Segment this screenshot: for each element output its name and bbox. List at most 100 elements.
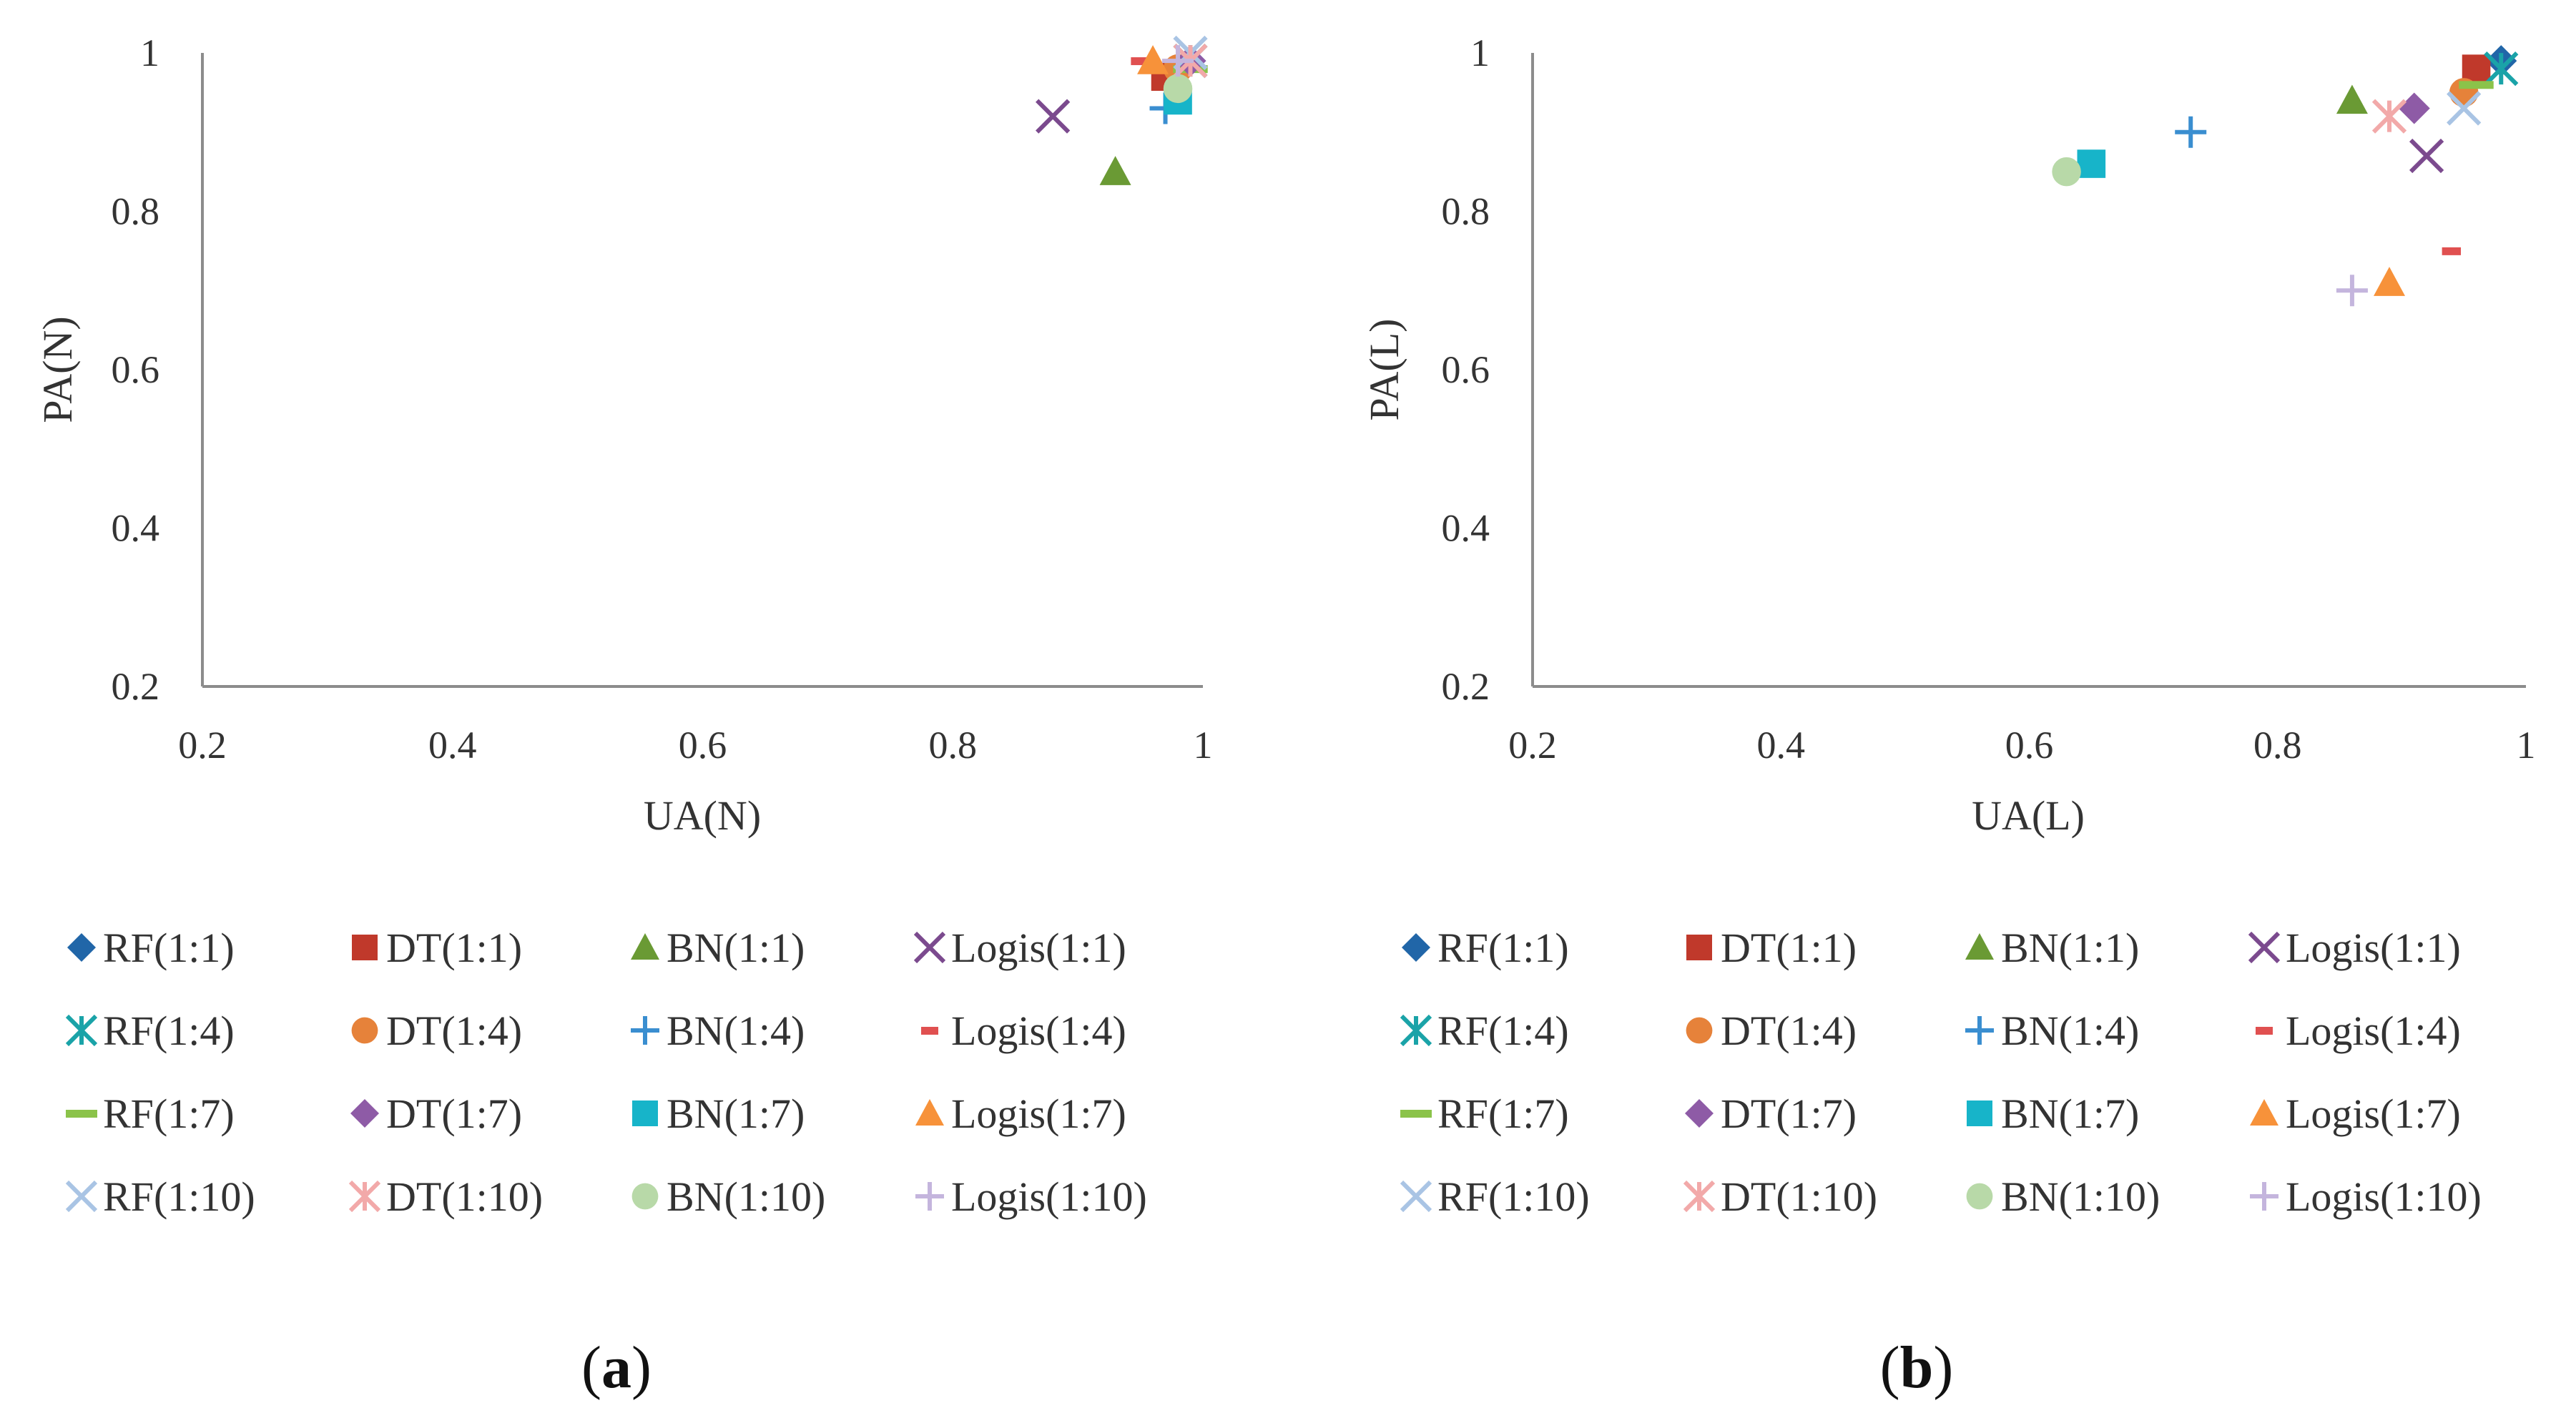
legend-label: RF(1:7) [1437, 1090, 1569, 1137]
legend-item-logis1-7: Logis(1:7) [915, 1090, 1126, 1137]
point-logis1-4 [1131, 57, 1150, 66]
point-bn1-10 [2052, 157, 2081, 187]
legend-label: RF(1:7) [103, 1090, 235, 1137]
y-tick-label: 1 [140, 31, 159, 74]
legend-label: BN(1:1) [667, 925, 805, 971]
legend-label: DT(1:1) [1721, 925, 1857, 971]
chart-panel-b: 0.2 0.4 0.6 0.8 1 0.2 0.4 0.6 0.8 1 UA(L) PA(L) RF(1… [1361, 31, 2536, 1401]
legend-label: BN(1:1) [2001, 925, 2139, 971]
legend-label: DT(1:10) [386, 1173, 543, 1220]
legend-item-dt1-4: DT(1:4) [351, 1008, 522, 1054]
legend-label: Logis(1:10) [2286, 1173, 2482, 1220]
legend-label: Logis(1:1) [2286, 925, 2461, 971]
legend-item-rf1-10: RF(1:10) [65, 1173, 255, 1220]
legend-label: Logis(1:4) [951, 1008, 1126, 1054]
legend-item-dt1-1: DT(1:1) [1686, 925, 1857, 971]
legend-label: DT(1:4) [1721, 1008, 1857, 1054]
legend-label: DT(1:7) [1721, 1090, 1857, 1137]
panel-label-b: (b) [1880, 1334, 1954, 1401]
point-logis1-1 [2409, 138, 2444, 174]
legend-label: BN(1:4) [2001, 1008, 2139, 1054]
legend-item-logis1-1: Logis(1:1) [2248, 925, 2461, 971]
legend-item-bn1-7: BN(1:7) [1967, 1090, 2139, 1137]
legend-item-rf1-7: RF(1:7) [1400, 1090, 1569, 1137]
legend-label: DT(1:4) [386, 1008, 522, 1054]
point-bn1-4 [2175, 116, 2207, 148]
legend-label: RF(1:1) [103, 925, 235, 971]
legend-item-rf1-1: RF(1:1) [67, 925, 235, 971]
legend-item-logis1-10: Logis(1:10) [2250, 1173, 2482, 1220]
legend-label: BN(1:7) [667, 1090, 805, 1137]
legend-item-bn1-4: BN(1:4) [1965, 1008, 2139, 1054]
point-logis1-4 [2442, 247, 2462, 255]
point-logis1-7 [1137, 45, 1169, 74]
y-tick-label: 0.4 [1442, 507, 1490, 550]
legend-label: RF(1:4) [103, 1008, 235, 1054]
legend-label: Logis(1:10) [951, 1173, 1147, 1220]
x-tick-label: 0.6 [2005, 724, 2054, 767]
x-tick-label: 0.8 [929, 724, 978, 767]
legend-label: RF(1:10) [103, 1173, 255, 1220]
legend-item-rf1-4: RF(1:4) [1400, 1008, 1569, 1054]
x-tick-label: 0.4 [1757, 724, 1806, 767]
legend-item-rf1-10: RF(1:10) [1400, 1173, 1590, 1220]
point-rf1-7 [2459, 81, 2494, 89]
legend-item-dt1-7: DT(1:7) [350, 1090, 522, 1137]
x-tick-label: 1 [2517, 724, 2536, 767]
y-tick-label: 0.8 [1442, 190, 1490, 233]
y-axis-label: PA(N) [34, 316, 81, 423]
y-tick-label: 0.6 [112, 348, 160, 391]
point-dt1-10 [2371, 99, 2407, 134]
x-tick-label: 1 [1194, 724, 1213, 767]
point-rf1-10 [2447, 91, 2482, 126]
legend-label: DT(1:1) [386, 925, 522, 971]
legend-item-dt1-1: DT(1:1) [352, 925, 522, 971]
legend-label: BN(1:4) [667, 1008, 805, 1054]
legend-item-dt1-10: DT(1:10) [348, 1173, 543, 1220]
legend-item-logis1-10: Logis(1:10) [915, 1173, 1147, 1220]
legend-item-bn1-7: BN(1:7) [632, 1090, 805, 1137]
legend-b: RF(1:1) DT(1:1) BN(1:1) Logis(1:1) RF(1:4) DT… [1400, 925, 2482, 1220]
x-tick-label: 0.4 [428, 724, 477, 767]
legend-item-rf1-7: RF(1:7) [66, 1090, 235, 1137]
y-tick-label: 0.2 [112, 665, 160, 708]
legend-item-bn1-10: BN(1:10) [1966, 1173, 2160, 1220]
chart-panel-a: 0.2 0.4 0.6 0.8 1 0.2 0.4 0.6 0.8 1 UA(N) PA(N) RF(1… [34, 31, 1213, 1401]
point-logis1-1 [1036, 99, 1071, 134]
legend-item-dt1-7: DT(1:7) [1685, 1090, 1857, 1137]
legend-label: DT(1:7) [386, 1090, 522, 1137]
y-tick-label: 1 [1470, 31, 1490, 74]
legend-item-rf1-4: RF(1:4) [65, 1008, 235, 1054]
legend-label: RF(1:4) [1437, 1008, 1569, 1054]
legend-item-logis1-7: Logis(1:7) [2250, 1090, 2461, 1137]
x-axis-label: UA(N) [644, 792, 761, 839]
y-tick-label: 0.8 [112, 190, 160, 233]
point-bn1-7 [2077, 149, 2106, 178]
legend-item-logis1-1: Logis(1:1) [913, 925, 1126, 971]
point-logis1-10 [2336, 275, 2368, 307]
point-bn1-1 [1099, 156, 1131, 185]
point-logis1-7 [2374, 267, 2406, 296]
legend-label: DT(1:10) [1721, 1173, 1877, 1220]
point-bn1-10 [1163, 74, 1193, 104]
point-logis1-10 [1162, 45, 1194, 77]
legend-item-logis1-4: Logis(1:4) [2256, 1008, 2461, 1054]
legend-label: BN(1:7) [2001, 1090, 2139, 1137]
y-tick-label: 0.2 [1442, 665, 1490, 708]
x-tick-label: 0.2 [178, 724, 227, 767]
legend-label: RF(1:1) [1437, 925, 1569, 971]
y-tick-label: 0.4 [112, 507, 160, 550]
point-rf1-4 [2484, 51, 2519, 87]
legend-label: Logis(1:1) [951, 925, 1126, 971]
legend-item-bn1-4: BN(1:4) [631, 1008, 805, 1054]
legend-item-dt1-4: DT(1:4) [1686, 1008, 1857, 1054]
legend-item-bn1-1: BN(1:1) [631, 925, 805, 971]
legend-item-bn1-1: BN(1:1) [1965, 925, 2139, 971]
y-tick-label: 0.6 [1442, 348, 1490, 391]
legend-item-dt1-10: DT(1:10) [1683, 1173, 1877, 1220]
legend-item-bn1-10: BN(1:10) [631, 1173, 825, 1220]
legend-label: Logis(1:7) [951, 1090, 1126, 1137]
point-dt1-7 [2398, 92, 2430, 124]
legend-label: RF(1:10) [1437, 1173, 1590, 1220]
